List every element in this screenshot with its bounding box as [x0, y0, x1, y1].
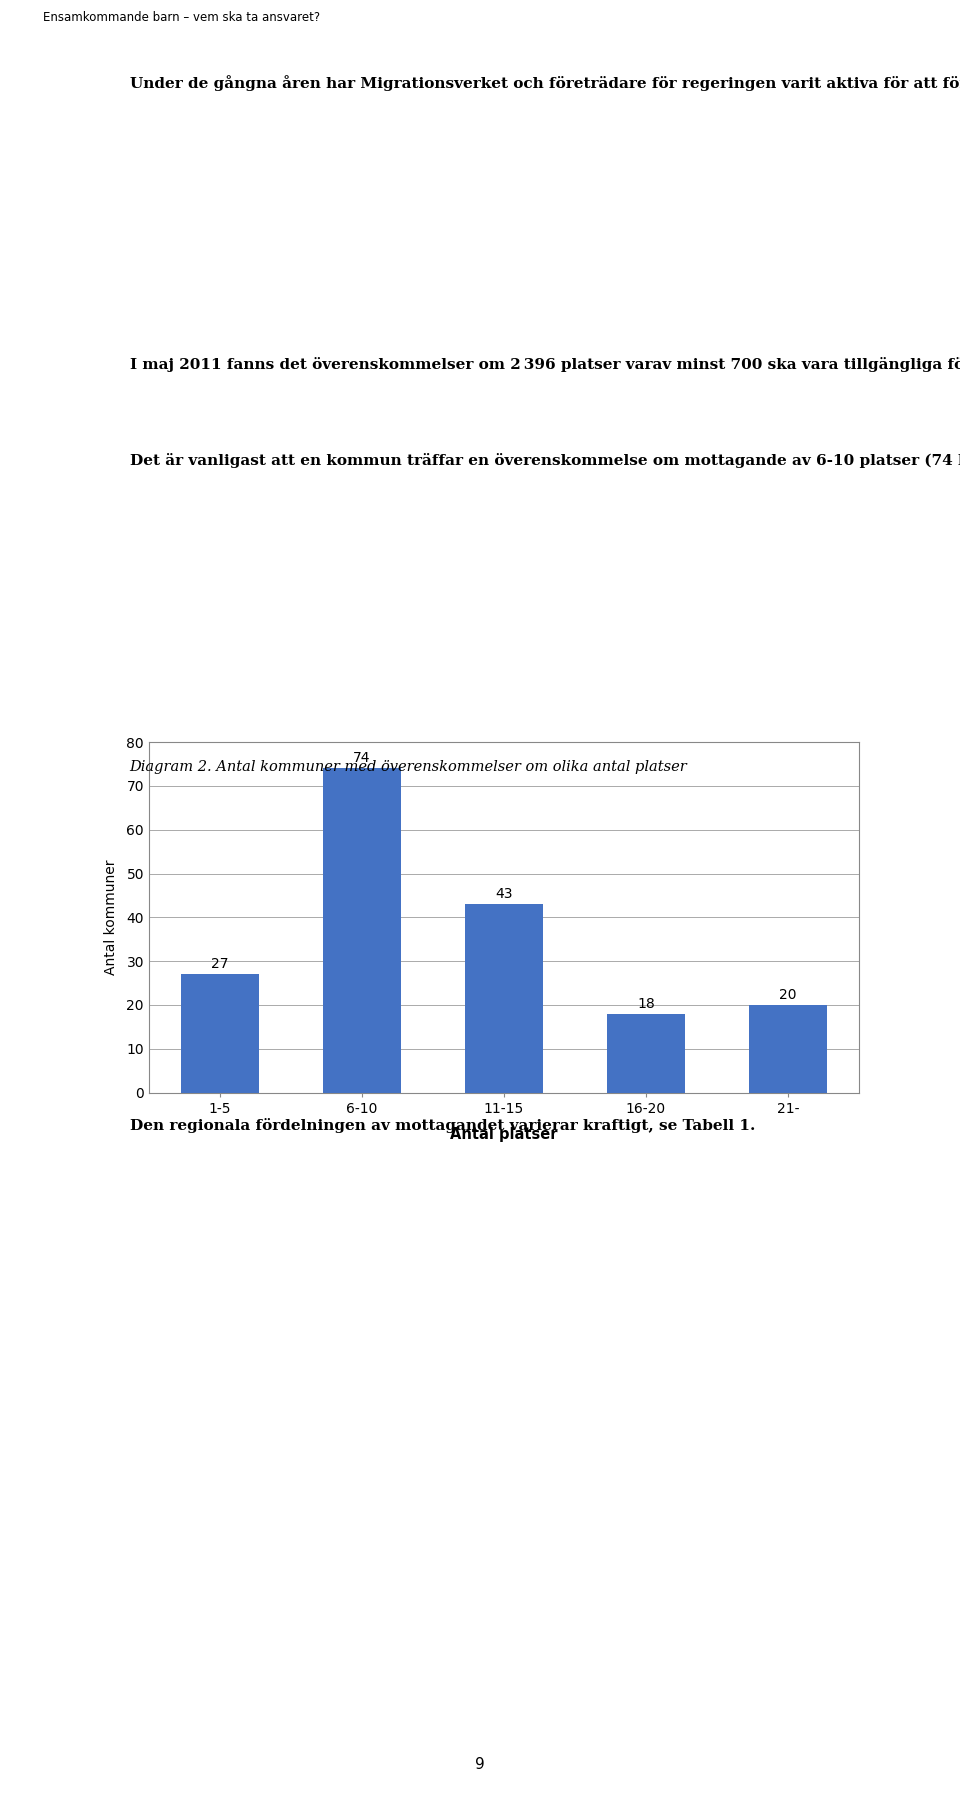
Text: 27: 27	[211, 958, 228, 970]
Text: 43: 43	[495, 888, 513, 900]
Bar	[465, 904, 543, 1093]
Text: Under de gångna åren har Migrationsverket och företrädare för regeringen varit a: Under de gångna åren har Migrationsverke…	[130, 75, 960, 92]
Text: I maj 2011 fanns det överenskommelser om 2 396 platser varav minst 700 ska vara : I maj 2011 fanns det överenskommelser om…	[130, 356, 960, 372]
Text: Det är vanligast att en kommun träffar en överenskommelse om mottagande av 6-10 : Det är vanligast att en kommun träffar e…	[130, 453, 960, 467]
Bar	[323, 769, 401, 1093]
Bar	[749, 1005, 827, 1093]
Bar	[607, 1014, 685, 1093]
Text: Diagram 2. Antal kommuner med överenskommelser om olika antal platser: Diagram 2. Antal kommuner med överenskom…	[130, 760, 687, 775]
Text: 9: 9	[475, 1757, 485, 1772]
Text: Ensamkommande barn – vem ska ta ansvaret?: Ensamkommande barn – vem ska ta ansvaret…	[43, 11, 321, 23]
Text: 74: 74	[353, 751, 371, 766]
Text: Den regionala fördelningen av mottagandet varierar kraftigt, se Tabell 1.: Den regionala fördelningen av mottagande…	[130, 1118, 755, 1132]
Text: 18: 18	[637, 997, 655, 1010]
Y-axis label: Antal kommuner: Antal kommuner	[104, 859, 118, 976]
X-axis label: Antal platser: Antal platser	[450, 1127, 558, 1141]
Text: 20: 20	[780, 988, 797, 1003]
Bar	[181, 974, 259, 1093]
